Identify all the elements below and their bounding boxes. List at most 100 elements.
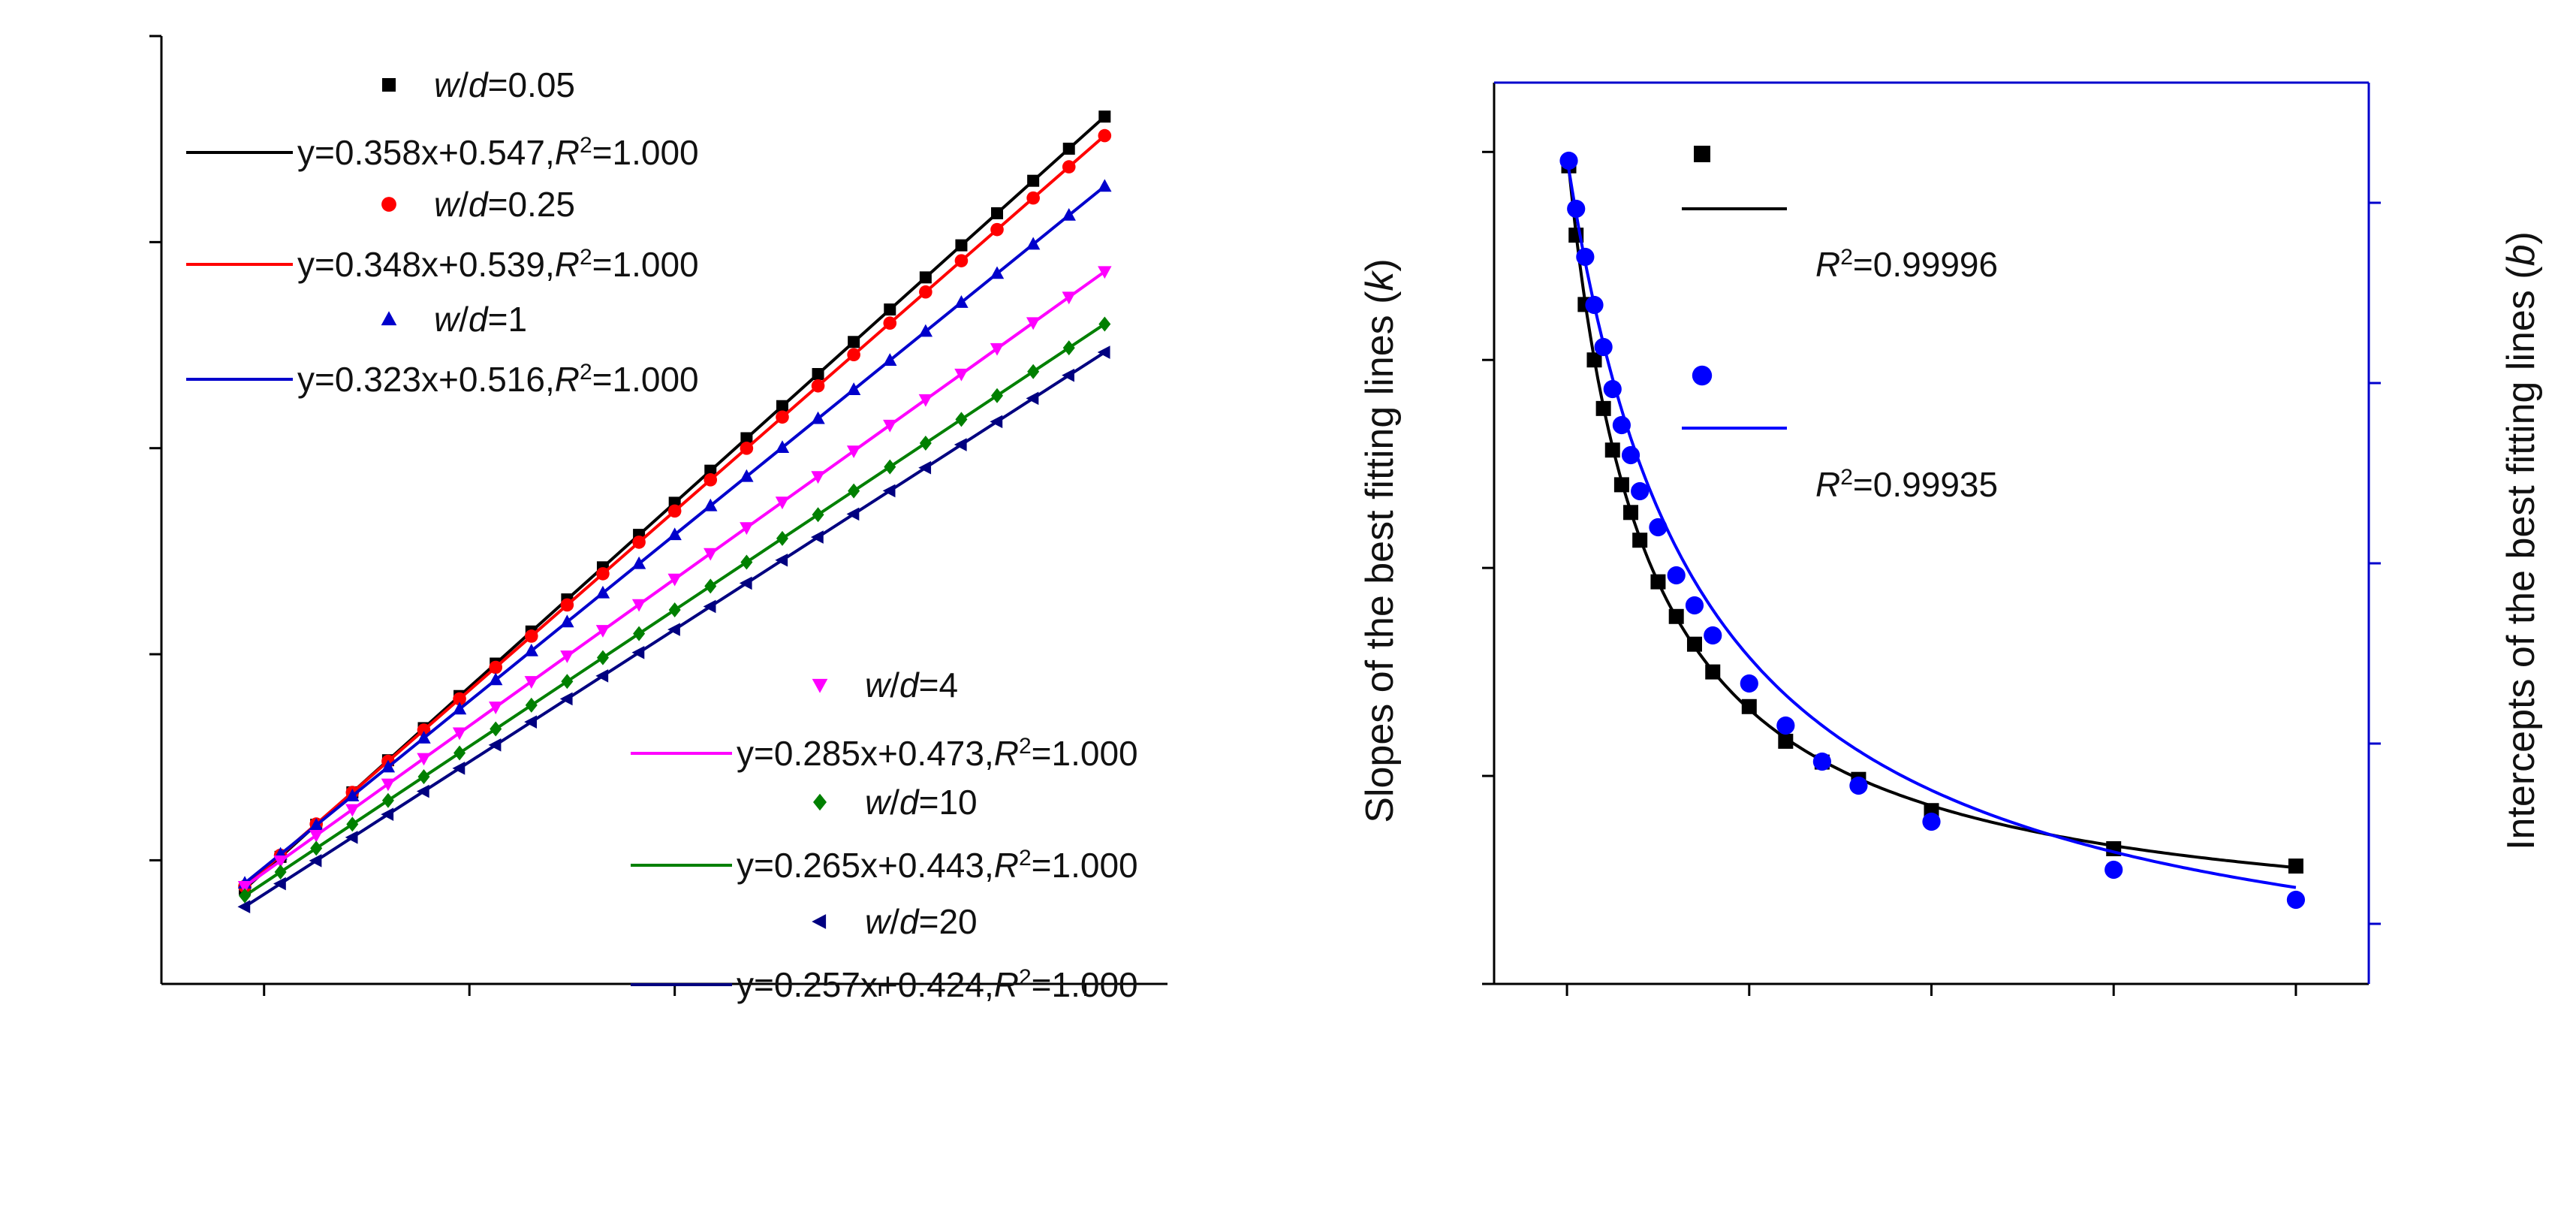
data-point xyxy=(1027,364,1040,379)
data-point xyxy=(955,412,968,427)
data-point xyxy=(1667,566,1686,585)
data-point xyxy=(846,507,860,521)
data-point xyxy=(1062,291,1076,305)
right-y-axis-label-text: Intercepts of the best fitting lines ( xyxy=(2499,266,2543,850)
data-point xyxy=(740,432,753,445)
data-point xyxy=(668,602,681,618)
legend-marker xyxy=(812,678,828,693)
right-y-axis-label-var: b xyxy=(2499,244,2543,266)
data-point xyxy=(1062,368,1074,382)
data-point xyxy=(667,504,682,518)
data-point xyxy=(1632,533,1648,548)
data-point xyxy=(990,222,1004,237)
data-point xyxy=(560,614,574,628)
legend-marker xyxy=(812,914,827,929)
r-squared-value: =0.99996 xyxy=(1853,245,1998,284)
data-point xyxy=(309,818,324,831)
legend-entry-5: w/d=20 y=0.257x+0.424,R2=1.000 xyxy=(631,902,1138,1004)
data-point xyxy=(452,762,465,775)
data-point xyxy=(1604,442,1620,458)
legend-entry-3: w/d=4 y=0.285x+0.473,R2=1.000 xyxy=(631,665,1138,773)
legend-label-value: =0.25 xyxy=(488,185,575,224)
data-point xyxy=(560,650,574,663)
data-point xyxy=(2286,890,2306,910)
data-point xyxy=(1621,445,1641,465)
legend-entry-0: w/d=0.05 y=0.358x+0.547,R2=1.000 xyxy=(186,65,699,172)
data-point xyxy=(631,645,645,659)
legend-label-var2: d xyxy=(899,783,920,822)
data-point xyxy=(740,522,754,536)
fit-equation-text: y=0.257x+0.424, xyxy=(737,965,994,1004)
data-point xyxy=(812,507,824,523)
fit-equation-text: y=0.348x+0.539, xyxy=(297,245,555,284)
r-squared-value: =1.000 xyxy=(1032,846,1138,885)
data-point xyxy=(1612,415,1631,435)
data-point xyxy=(1649,517,1668,537)
data-point xyxy=(1650,574,1666,590)
data-point xyxy=(560,598,574,612)
legend-label-sep: / xyxy=(459,300,469,339)
fit-equation-text: y=0.323x+0.516, xyxy=(297,360,555,399)
legend-label-var: w xyxy=(865,902,892,941)
legend-label-var: w xyxy=(865,665,892,705)
data-point xyxy=(740,442,754,455)
legend-label-sep: / xyxy=(890,665,899,705)
data-point xyxy=(954,438,967,451)
data-point xyxy=(417,731,431,744)
legend-entry-1: w/d=0.25 y=0.348x+0.539,R2=1.000 xyxy=(186,185,699,284)
legend-fit-equation: y=0.265x+0.443,R2=1.000 xyxy=(737,846,1138,886)
data-point xyxy=(1594,337,1613,357)
data-point xyxy=(1849,776,1868,795)
data-point xyxy=(1559,151,1578,170)
data-point xyxy=(274,864,287,880)
legend-label-value: =10 xyxy=(919,783,978,822)
series-5 xyxy=(237,345,1110,914)
data-point xyxy=(811,471,825,484)
r-squared-superscript: 2 xyxy=(580,133,592,158)
data-point xyxy=(739,576,752,590)
r-squared-superscript: 2 xyxy=(1840,465,1853,490)
data-point xyxy=(595,585,610,599)
data-point xyxy=(704,578,717,594)
data-point xyxy=(918,324,933,337)
data-point xyxy=(883,353,897,366)
data-point xyxy=(309,854,322,868)
r-squared-value: =1.000 xyxy=(592,360,699,399)
data-point xyxy=(309,830,324,843)
legend-label-sep: / xyxy=(459,185,469,224)
r-squared-superscript: 2 xyxy=(1019,734,1032,759)
legend-label-value: =0.05 xyxy=(488,65,575,104)
data-point xyxy=(2104,860,2123,880)
data-point xyxy=(524,676,538,689)
data-point xyxy=(489,702,503,714)
data-point xyxy=(1097,345,1110,359)
legend-label: w/d=4 xyxy=(865,665,958,705)
data-point xyxy=(1613,477,1629,493)
series-2 xyxy=(237,179,1112,889)
data-point xyxy=(1603,379,1622,399)
data-point xyxy=(954,368,969,382)
legend-label-value: =20 xyxy=(919,902,978,941)
data-point xyxy=(776,400,788,412)
data-point xyxy=(237,900,251,914)
data-point xyxy=(1567,199,1586,219)
legend-entry-k: R2=0.99996 xyxy=(1682,146,1998,284)
data-point xyxy=(631,556,646,569)
legend-fit-equation: y=0.348x+0.539,R2=1.000 xyxy=(297,245,699,285)
legend-label: w/d=0.25 xyxy=(434,185,575,224)
data-point xyxy=(883,419,897,433)
legend-label-value: =4 xyxy=(919,665,958,705)
data-point xyxy=(559,692,573,706)
data-point xyxy=(1062,340,1075,356)
data-point xyxy=(667,573,682,587)
data-point xyxy=(1740,674,1758,693)
data-point xyxy=(704,464,717,477)
r-squared-symbol: R xyxy=(1815,465,1840,504)
data-point xyxy=(346,816,359,832)
r-squared-symbol: R xyxy=(555,133,580,172)
data-point xyxy=(381,792,394,808)
data-point xyxy=(918,394,933,407)
r-squared-symbol: R xyxy=(555,360,580,399)
data-point xyxy=(704,548,718,561)
legend-fit-equation: y=0.257x+0.424,R2=1.000 xyxy=(737,965,1138,1005)
